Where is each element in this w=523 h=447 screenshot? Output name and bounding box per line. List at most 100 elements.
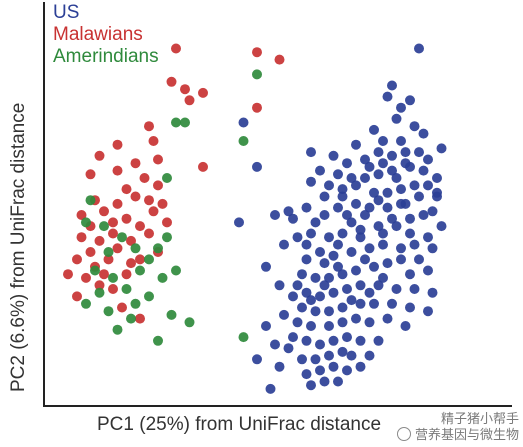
point-us-18 [360,173,370,183]
point-us-81 [324,306,334,317]
point-us-65 [324,272,334,283]
point-us-108 [364,350,375,361]
point-us-7 [409,121,420,132]
point-us-77 [409,284,420,294]
point-malawians-46 [72,291,82,302]
point-us-71 [342,284,352,294]
point-malawians-23 [99,206,109,217]
point-us-167 [292,280,303,291]
point-us-69 [423,265,433,276]
point-us-123 [391,173,402,183]
point-us-134 [274,280,285,291]
point-us-72 [328,287,339,298]
point-amerindians-26 [157,272,168,283]
point-us-17 [373,169,384,180]
point-us-42 [418,210,429,220]
point-us-118 [274,361,285,372]
point-us-112 [342,365,352,376]
point-us-143 [346,217,357,228]
point-us-68 [405,269,415,280]
point-us-125 [351,139,361,150]
point-malawians-43 [117,302,127,313]
point-us-67 [297,269,307,280]
point-amerindians-30 [130,298,141,309]
point-us-169 [252,161,262,172]
point-malawians-32 [144,228,154,239]
point-malawians-25 [135,221,145,232]
watermark-line-2-text: 营养基因与微生物 [414,428,519,443]
point-us-12 [400,147,411,158]
point-us-26 [382,187,393,198]
point-us-111 [301,369,312,380]
point-us-135 [288,291,298,302]
point-us-44 [373,221,384,232]
point-us-130 [310,217,321,228]
point-malawians-6 [198,87,208,98]
point-us-78 [427,287,438,298]
point-us-115 [333,376,343,387]
point-us-92 [292,317,303,328]
point-amerindians-5 [85,195,96,206]
point-us-58 [301,254,312,265]
point-malawians-12 [112,139,123,150]
point-us-41 [405,213,415,224]
point-malawians-26 [108,228,118,239]
point-us-99 [301,335,312,346]
watermark-line-2: 营养基因与微生物 [396,427,519,443]
x-axis-title: PC1 (25%) from UniFrac distance [97,414,382,435]
point-malawians-1 [252,47,262,58]
point-us-85 [387,298,397,309]
point-us-19 [346,173,357,183]
point-us-73 [315,291,325,302]
point-malawians-0 [171,43,181,54]
point-us-1 [387,80,397,91]
point-us-93 [364,317,375,328]
point-us-38 [283,206,294,217]
point-amerindians-28 [94,287,105,298]
point-us-126 [369,124,379,135]
point-us-10 [373,147,384,158]
point-us-39 [270,210,280,220]
point-amerindians-10 [121,284,132,294]
point-us-30 [432,173,442,183]
point-malawians-5 [184,95,195,106]
point-us-168 [360,254,370,265]
point-us-145 [373,195,384,206]
point-malawians-44 [135,313,145,324]
point-us-90 [324,321,334,331]
point-us-49 [292,232,303,243]
point-us-96 [342,332,352,343]
point-amerindians-9 [108,272,118,283]
point-us-8 [418,128,429,139]
point-us-128 [328,150,339,161]
point-us-156 [355,232,366,243]
point-us-106 [297,354,307,365]
point-malawians-38 [94,280,105,291]
point-amerindians-29 [81,298,91,309]
point-malawians-9 [198,161,208,172]
point-us-36 [319,210,330,220]
point-us-82 [310,306,321,317]
point-malawians-15 [112,165,123,176]
point-malawians-3 [166,76,177,87]
point-us-66 [310,272,321,283]
point-malawians-19 [130,191,141,202]
point-us-16 [387,165,397,176]
point-us-62 [369,261,379,272]
point-us-97 [328,335,339,346]
point-malawians-29 [94,235,105,246]
point-us-170 [238,117,249,128]
point-malawians-14 [153,154,163,165]
point-us-74 [301,287,312,298]
point-us-119 [265,383,276,394]
point-amerindians-12 [144,254,154,265]
point-malawians-17 [121,184,132,195]
point-us-154 [337,191,348,202]
point-us-103 [337,346,348,357]
point-us-116 [306,380,316,391]
point-us-138 [270,339,280,350]
point-amerindians-22 [166,309,177,320]
point-us-80 [337,302,348,313]
point-malawians-24 [121,213,132,224]
